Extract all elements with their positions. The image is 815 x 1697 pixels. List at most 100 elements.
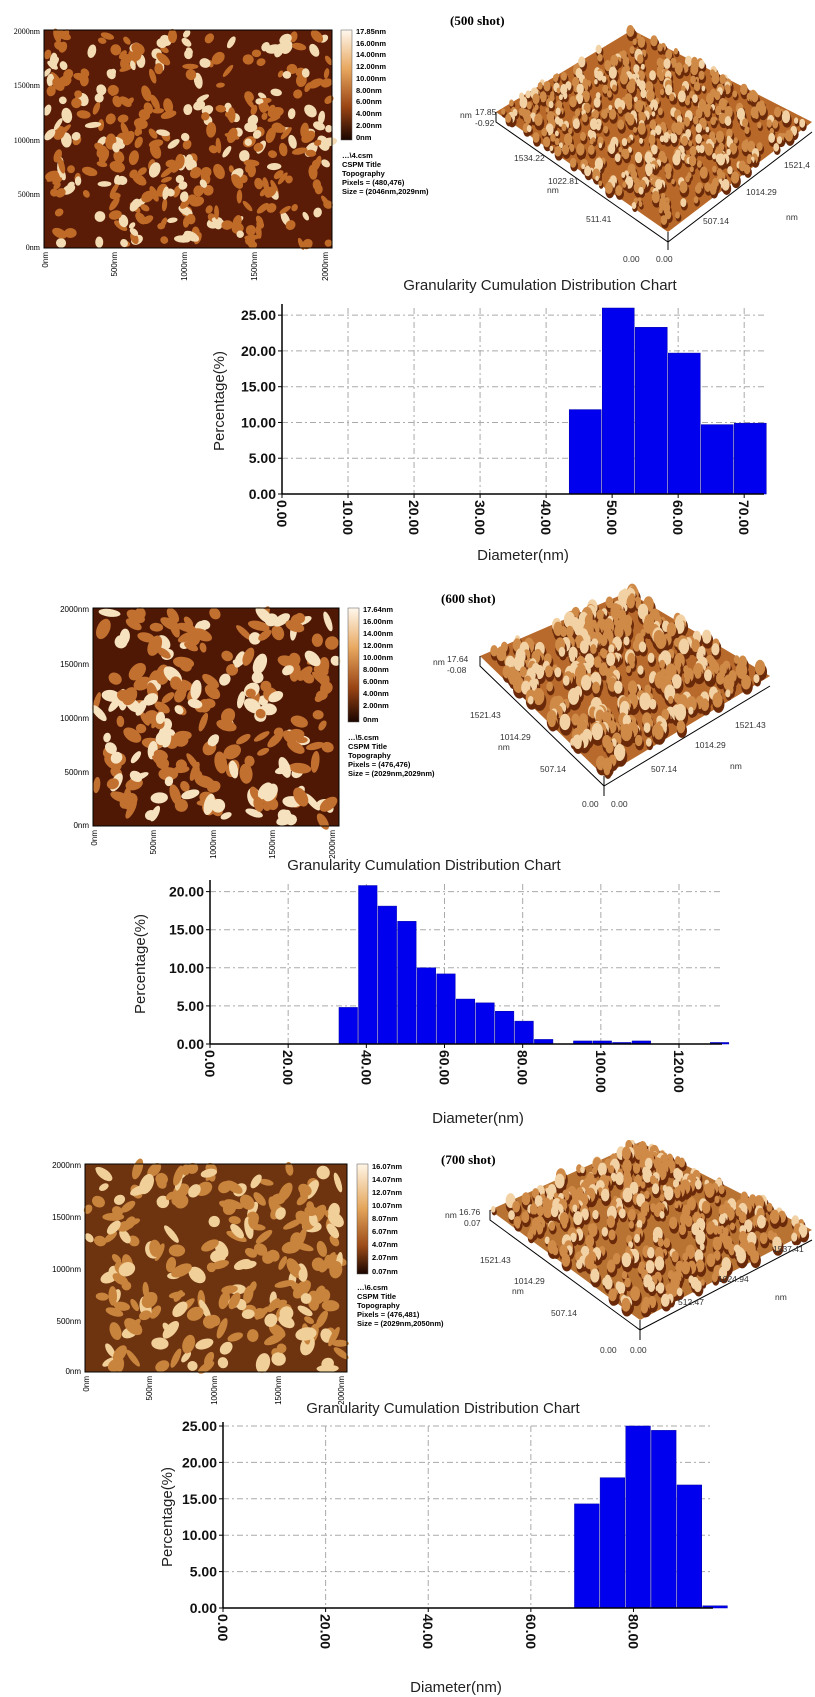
afm-bump [703,669,712,682]
afm-bump [643,722,651,733]
afm-grain [292,1241,314,1252]
afm-bump [634,1146,644,1160]
afm-bump [628,681,638,696]
afm-grain [324,239,333,247]
colorbar-label: 8.07nm [372,1214,398,1223]
info-pixels: Pixels = (480,476) [342,178,405,187]
afm-grain [92,102,101,115]
afm-bump [573,1211,583,1226]
afm-grain [140,204,150,212]
afm-grain [123,130,135,146]
afm-bump [519,96,528,109]
afm-bump [580,1166,585,1174]
afm-bump [597,1162,607,1177]
afm-y-tick: 2000nm [52,1161,81,1170]
afm-grain [230,1223,244,1239]
afm-bump [570,1232,577,1243]
afm-bump [549,145,554,152]
afm-bump [542,1203,553,1219]
afm-bump [578,56,586,68]
right-axis-unit: nm [775,1292,787,1302]
colorbar-label: 17.64nm [363,605,393,614]
afm-grain [199,1299,212,1320]
info-pixels: Pixels = (476,476) [348,760,411,769]
afm-bump [685,175,690,183]
afm-grain [251,49,262,58]
afm-bump [651,111,656,117]
afm-grain [267,163,282,171]
afm-grain [265,127,276,143]
afm-bump [596,70,604,81]
afm-bump [561,123,567,132]
afm-bump [644,1157,653,1170]
afm-info: …\5.csm CSPM Title Topography Pixels = (… [348,733,435,778]
histogram-bar [701,424,734,495]
afm-grain [316,1240,327,1257]
afm-grain [106,778,119,790]
afm-grain [232,215,242,230]
histogram-bar [676,1484,702,1609]
afm-bump [569,157,577,168]
afm-grain [261,112,268,120]
afm-grain [160,617,181,631]
afm-grain [278,1256,288,1270]
afm-bump [678,1157,686,1168]
shot-label: (700 shot) [441,1152,496,1167]
afm-grain [211,51,225,65]
afm-grain [298,1268,307,1280]
afm-bump [705,92,714,105]
afm-grain [43,68,51,77]
x-tick-label: 30.00 [472,500,488,535]
afm-bump [550,133,556,142]
y-tick-label: 25.00 [182,1418,217,1434]
afm-grain [180,197,191,209]
afm-grain [63,69,74,80]
afm-bump [622,148,630,160]
afm-grain [276,125,286,133]
histogram-bar [634,327,668,495]
afm-grain [150,792,168,804]
afm-colorbar: 16.07nm 14.07nm 12.07nm 10.07nm 8.07nm 6… [356,1162,444,1328]
afm-bump [614,153,621,163]
chart-ylabel: Percentage(%) [159,1467,176,1567]
panel-700-svg: (700 shot) 2000nm 1500nm 1000nm 500nm 0n… [52,1138,813,1696]
afm-bump [632,1162,641,1174]
histogram-bar [651,1430,677,1609]
afm-grain [193,100,206,111]
chart-xlabel: Diameter(nm) [410,1679,502,1696]
afm-bump [682,1252,688,1262]
afm-bump [735,661,748,679]
afm-bump [759,1232,768,1245]
afm-bump [727,166,733,175]
afm-grain [282,665,294,676]
afm-bump [626,113,635,126]
afm-bump [653,724,664,740]
afm-bump [579,131,586,141]
afm-bump [589,138,594,145]
afm-grain [196,94,210,103]
afm-grain-texture [83,1158,349,1374]
afm-grain [160,110,177,119]
afm-grain [266,203,277,213]
afm-grain [236,230,244,238]
afm-grain [282,71,292,79]
afm-bump [671,674,682,689]
afm-2d-image: 2000nm 1500nm 1000nm 500nm 0nm 0nm 500nm… [60,605,341,859]
afm-grain [128,150,139,166]
afm-grain [242,54,254,65]
afm-bump [571,713,580,726]
afm-frame-border [92,607,340,827]
colorbar-label: 4.07nm [372,1240,398,1249]
afm-grain [211,1260,229,1270]
afm-grain [216,719,237,732]
afm-bump [660,215,668,225]
afm-grain [222,64,234,77]
z-max: 17.85 [475,107,497,117]
colorbar-label: 2.07nm [372,1253,398,1262]
afm-bump [718,1214,726,1225]
afm-bump [729,142,738,155]
afm-grain [104,742,117,754]
afm-grain [264,1313,278,1327]
afm-grain [285,620,305,633]
afm-bump [638,641,647,653]
